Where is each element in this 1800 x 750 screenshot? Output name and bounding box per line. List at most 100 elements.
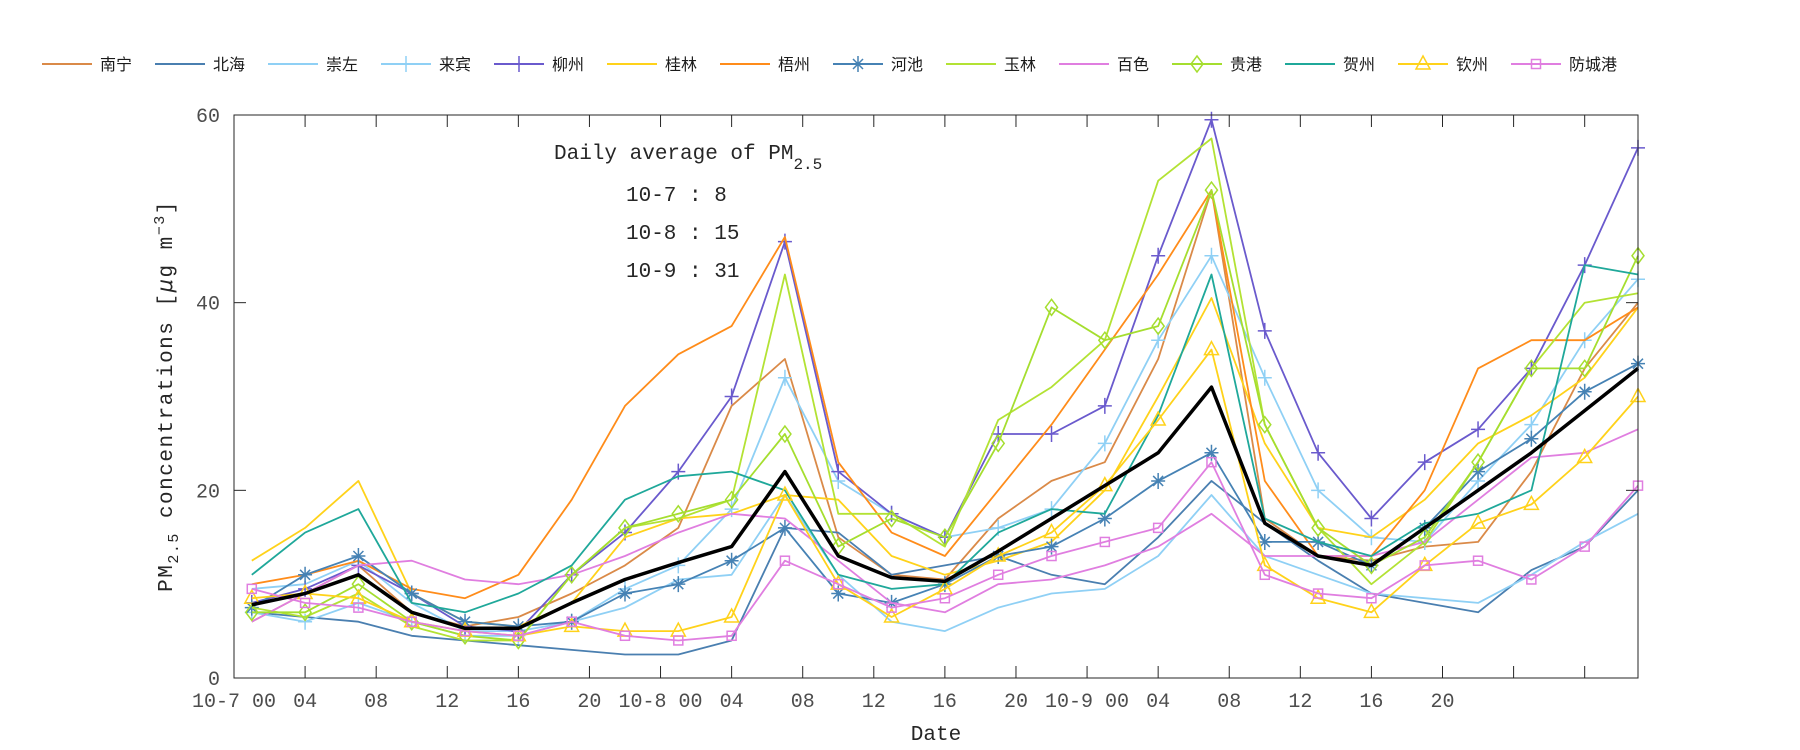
data-point-marker [1151, 247, 1166, 264]
legend-label: 北海 [213, 55, 245, 74]
x-tick-label: 16 [1359, 691, 1383, 714]
legend-label: 玉林 [1004, 55, 1036, 74]
data-point-marker [1363, 602, 1380, 619]
legend-marker [1190, 54, 1204, 74]
series-防城港 [246, 456, 1644, 646]
data-point-marker [831, 585, 846, 602]
data-point-marker [726, 630, 737, 642]
legend-label: 南宁 [100, 55, 132, 74]
data-point-marker [1204, 247, 1219, 264]
x-tick-labels: 10-7 00 04 08 12 16 20 10-8 00 04 08 12 16 20 10-9 0… [192, 691, 1455, 714]
data-point-marker [1257, 533, 1272, 550]
data-point-marker [671, 504, 686, 524]
data-point-marker [724, 552, 739, 569]
legend-item: 桂林 [607, 55, 697, 74]
annotation-title: Daily average of PM2.5 [554, 143, 822, 174]
data-point-marker [1472, 555, 1484, 566]
x-tick-label: 20 [1430, 691, 1454, 714]
data-point-marker [1206, 456, 1217, 468]
daily-average-annotation: Daily average of PM2.5 10-7 : 8 10-8 : 1… [554, 143, 822, 284]
series-line [251, 264, 1639, 614]
data-point-marker [1257, 369, 1272, 386]
data-point-marker [1097, 330, 1112, 350]
data-point-marker [1471, 463, 1486, 480]
annotation-title-sub: 2.5 [793, 156, 822, 174]
legend-item: 崇左 [268, 55, 358, 74]
data-point-marker [351, 574, 366, 594]
data-point-marker [1419, 560, 1430, 571]
series-line [251, 494, 1639, 632]
y-tick-label: 60 [196, 106, 220, 129]
legend-marker [1530, 58, 1542, 70]
y-tick-label: 40 [196, 294, 220, 317]
data-point-marker [1046, 550, 1057, 562]
data-point-marker [1526, 574, 1537, 585]
data-point-marker [1097, 397, 1112, 414]
series-line [251, 461, 1639, 642]
data-point-marker [1576, 447, 1593, 464]
data-point-marker [1577, 359, 1592, 378]
series-layer [243, 111, 1647, 656]
data-point-marker [777, 424, 792, 444]
data-point-marker [1524, 359, 1539, 378]
data-point-marker [1044, 538, 1059, 555]
legend-label: 河池 [891, 55, 923, 74]
data-point-marker [883, 607, 900, 623]
y-label-base: PM [156, 564, 179, 592]
data-point-marker [671, 576, 686, 593]
legend-item: 钦州 [1398, 54, 1488, 74]
series-line [251, 479, 1639, 656]
data-point-marker [1099, 536, 1111, 548]
x-tick-label: 08 [1217, 691, 1241, 714]
legend-label: 桂林 [665, 55, 697, 74]
data-point-marker [406, 616, 417, 627]
y-label-sub: 2.5 [166, 532, 183, 564]
data-point-marker [777, 519, 792, 536]
data-point-marker [1311, 444, 1326, 461]
legend-label: 贺州 [1343, 55, 1375, 74]
data-point-marker [1312, 588, 1324, 599]
data-point-marker [884, 509, 899, 528]
data-point-marker [723, 607, 740, 623]
data-point-marker [1366, 592, 1377, 604]
data-point-marker [937, 528, 952, 547]
data-point-marker [724, 388, 739, 405]
legend-item: 柳州 [494, 55, 584, 74]
data-point-marker [991, 434, 1006, 453]
data-point-marker [619, 630, 631, 642]
data-point-marker [724, 490, 739, 509]
series-北海 [251, 479, 1639, 656]
legend-item: 防城港 [1511, 55, 1617, 74]
y-label-mu: μ [153, 278, 177, 294]
x-tick-label: 12 [862, 691, 886, 714]
legend-marker [512, 56, 526, 72]
annotation-line-1: 10-7 : 8 [626, 185, 727, 208]
data-point-marker [513, 630, 524, 642]
data-point-marker [1311, 482, 1326, 499]
data-point-marker [564, 565, 579, 585]
data-point-marker [1097, 510, 1112, 527]
x-tick-label: 10-9 00 [1045, 691, 1129, 714]
legend-label: 梧州 [778, 55, 810, 74]
data-point-marker [1257, 415, 1272, 434]
data-point-marker [298, 603, 313, 622]
x-tick-label: 04 [1146, 691, 1170, 714]
data-point-marker [1417, 528, 1432, 547]
data-point-marker [939, 592, 951, 604]
data-point-marker [673, 635, 684, 646]
data-point-marker [1152, 522, 1164, 534]
data-point-marker [1311, 518, 1326, 538]
data-point-marker [1309, 588, 1327, 604]
data-point-marker [1417, 454, 1432, 471]
data-point-marker [1524, 430, 1539, 447]
data-point-marker [1097, 435, 1112, 452]
data-point-marker [1204, 444, 1219, 461]
legend-label: 崇左 [326, 55, 358, 74]
legend-item: 北海 [155, 55, 245, 74]
data-point-marker [351, 548, 366, 565]
x-tick-label: 16 [933, 691, 957, 714]
series-贺州 [251, 264, 1639, 614]
x-tick-label: 08 [791, 691, 815, 714]
x-axis-label: Date [911, 724, 961, 747]
x-tick-label: 10-7 00 [192, 691, 276, 714]
